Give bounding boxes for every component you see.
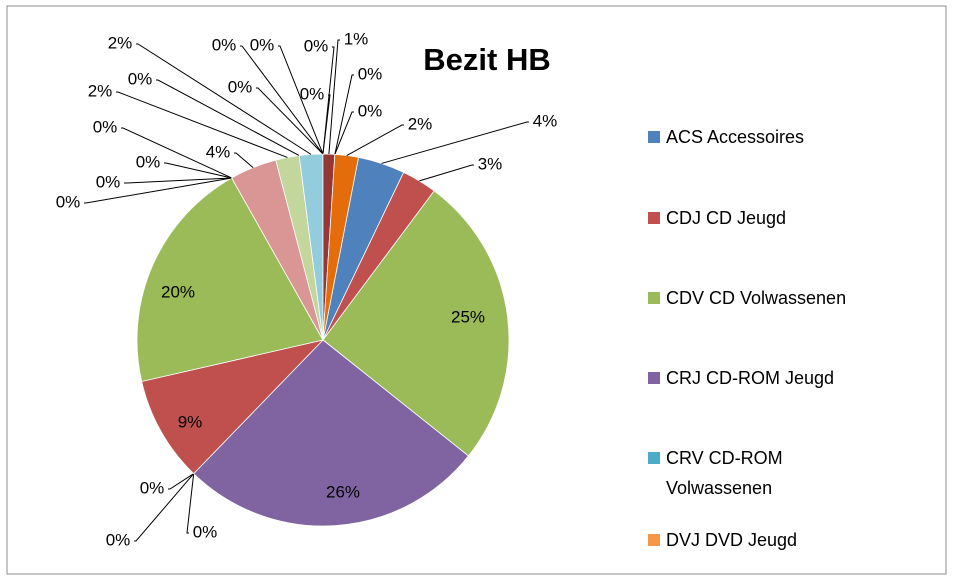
pie-slice — [136, 177, 324, 382]
legend-swatch — [648, 212, 660, 224]
leader-line — [334, 74, 354, 155]
pie-slice — [322, 153, 359, 341]
data-label: 0% — [136, 152, 161, 171]
data-label: 0% — [106, 530, 131, 549]
legend-swatch — [648, 372, 660, 384]
data-label: 20% — [161, 282, 195, 301]
leader-line — [84, 177, 232, 204]
data-label: 3% — [478, 154, 503, 173]
chart-title: Bezit HB — [423, 42, 550, 77]
data-label: 4% — [206, 142, 231, 161]
legend-label: CDV CD Volwassenen — [666, 288, 847, 308]
data-label: 26% — [326, 482, 360, 501]
data-label: 2% — [408, 114, 433, 133]
leader-line — [346, 124, 404, 156]
data-label: 0% — [358, 101, 383, 120]
pie-slice — [322, 190, 510, 457]
pie-slice — [141, 339, 325, 475]
legend-label: CRV CD-ROM Volwassenen — [666, 448, 783, 498]
data-label: 1% — [344, 29, 369, 48]
data-label: 4% — [533, 111, 558, 130]
data-label: 0% — [56, 192, 81, 211]
data-label: 0% — [250, 35, 275, 54]
data-label: 2% — [108, 33, 133, 52]
leader-line — [168, 473, 194, 490]
leader-line — [136, 43, 312, 155]
leader-line — [334, 111, 354, 155]
leader-line — [156, 79, 300, 156]
leader-line — [116, 91, 288, 158]
data-label: 0% — [96, 172, 121, 191]
data-label: 0% — [93, 117, 118, 136]
leader-line — [381, 121, 529, 164]
data-label: 0% — [228, 77, 253, 96]
leader-line — [164, 162, 232, 179]
data-label: 2% — [88, 81, 113, 100]
leader-line — [322, 46, 335, 155]
leader-line — [234, 152, 254, 168]
pie-slice — [193, 339, 470, 527]
legend-item: CDJ CD Jeugd — [648, 203, 888, 233]
data-label: 0% — [128, 69, 153, 88]
data-label: 0% — [212, 35, 237, 54]
leader-line — [278, 45, 324, 155]
legend-swatch — [648, 292, 660, 304]
data-label: 0% — [358, 64, 383, 83]
data-label: 0% — [140, 478, 165, 497]
leader-line — [186, 473, 195, 534]
legend-item: DVJ DVD Jeugd — [648, 525, 888, 555]
legend-label: CDJ CD Jeugd — [666, 208, 787, 228]
data-label: 0% — [300, 84, 325, 103]
leader-line — [240, 45, 324, 155]
legend-item: CRV CD-ROM Volwassenen — [648, 443, 888, 503]
leader-line — [256, 87, 324, 155]
data-label: 25% — [451, 307, 485, 326]
legend-label: CRJ CD-ROM Jeugd — [666, 368, 835, 388]
data-label: 0% — [304, 36, 329, 55]
legend-swatch — [648, 452, 660, 464]
legend-item: CRJ CD-ROM Jeugd — [648, 363, 888, 393]
leader-line — [121, 127, 232, 179]
legend-item: ACS Accessoires — [648, 122, 888, 152]
leader-line — [419, 164, 474, 182]
legend-swatch — [648, 534, 660, 546]
data-label: 9% — [178, 412, 203, 431]
legend-item: CDV CD Volwassenen — [648, 283, 888, 313]
leader-line — [134, 473, 195, 542]
data-label: 0% — [193, 522, 218, 541]
legend-label: DVJ DVD Jeugd — [666, 530, 798, 550]
legend-label: ACS Accessoires — [666, 127, 805, 147]
leader-line — [124, 177, 232, 184]
leader-line — [328, 39, 340, 155]
legend-swatch — [648, 131, 660, 143]
